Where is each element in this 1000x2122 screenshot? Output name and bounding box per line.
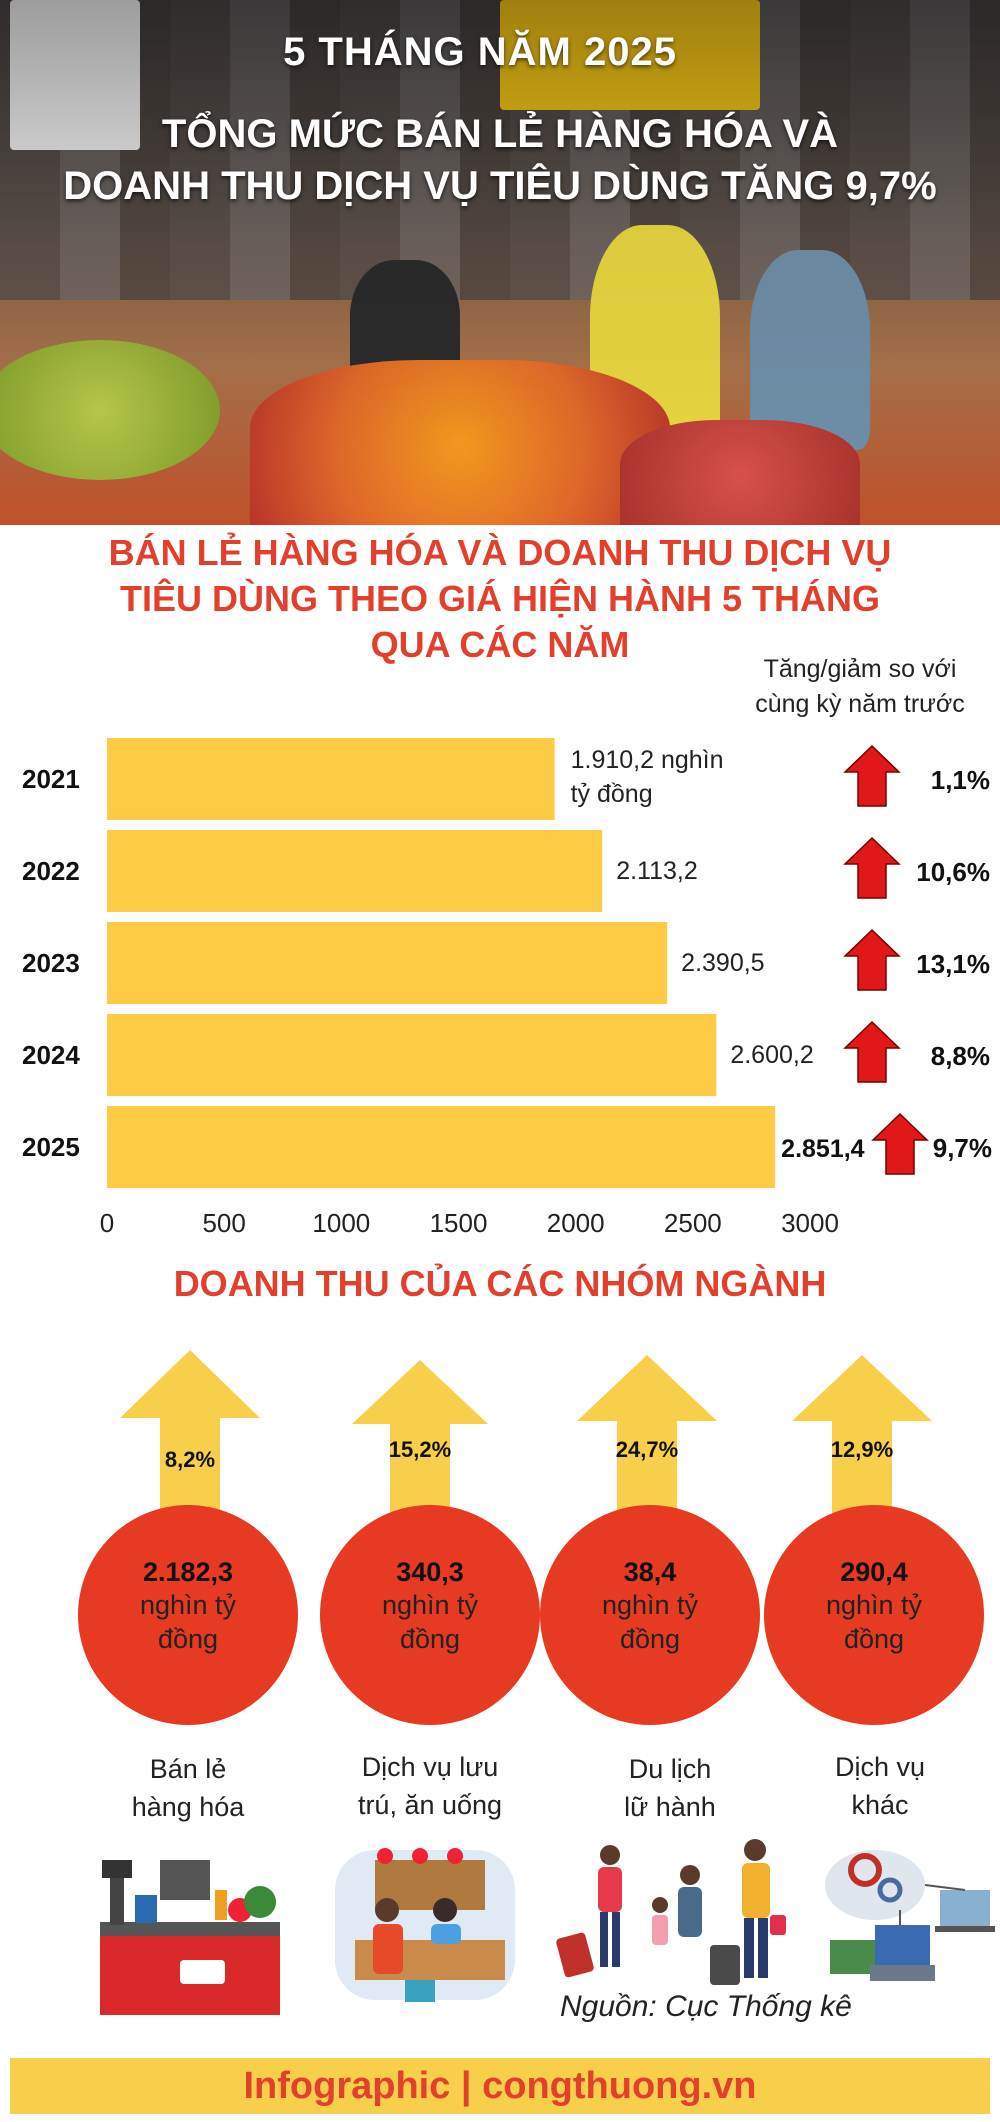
increase-arrow-icon [843, 744, 901, 807]
group-label: Dịch vụ khác [770, 1748, 990, 1824]
melon-pile [0, 340, 220, 480]
change-pct-label: 9,7% [933, 1133, 992, 1163]
value-label: 1.910,2 nghìn [571, 746, 724, 774]
group-value: 2.182,3 [142, 1557, 234, 1587]
group-unit: nghìn tỷ [381, 1590, 479, 1620]
category-label: 2022 [22, 856, 80, 886]
category-label: 2025 [22, 1132, 80, 1162]
group-unit: nghìn tỷ [825, 1590, 923, 1620]
increase-arrow-icon [352, 1360, 488, 1515]
value-label: tỷ đồng [571, 780, 653, 808]
increase-arrow-icon [577, 1355, 717, 1515]
x-tick-label: 1000 [312, 1208, 370, 1238]
x-tick-label: 500 [202, 1208, 245, 1238]
value-label: 2.851,4 [781, 1135, 865, 1163]
category-label: 2024 [22, 1040, 80, 1070]
group-label-line1: Dịch vụ [834, 1752, 926, 1782]
cloud-services-icon [825, 1850, 995, 1981]
group-label-line2: hàng hóa [131, 1792, 245, 1822]
hero-overlay [0, 0, 1000, 525]
category-label: 2021 [22, 764, 80, 794]
bar-chart: 2021 1.910,2 nghìn tỷ đồng 1,1% 2022 2.113,2 1… [22, 738, 992, 1238]
footer-banner: Infographic | congthuong.vn [10, 2058, 990, 2114]
group-unit: đồng [843, 1624, 905, 1654]
category-label: 2023 [22, 948, 80, 978]
change-pct-label: 13,1% [916, 949, 990, 979]
group-label-line2: khác [851, 1790, 909, 1820]
group-value-circle: 340,3 nghìn tỷ đồng [320, 1505, 540, 1725]
increase-arrow-icon [843, 1020, 901, 1083]
group-value-circle: 290,4 nghìn tỷ đồng [764, 1505, 984, 1725]
group-label-line1: Bán lẻ [149, 1754, 227, 1784]
group-value: 38,4 [623, 1557, 677, 1587]
chart-title-line1: BÁN LẺ HÀNG HÓA VÀ DOANH THU DỊCH VỤ [108, 532, 892, 573]
bar [107, 830, 603, 912]
x-tick-label: 2500 [664, 1208, 722, 1238]
group-unit: đồng [399, 1624, 461, 1654]
bar [107, 922, 668, 1004]
group-label: Dịch vụ lưu trú, ăn uống [320, 1748, 540, 1824]
group-value-circle: 38,4 nghìn tỷ đồng [540, 1505, 760, 1725]
source-note: Nguồn: Cục Thống kê [560, 1990, 852, 2023]
group-value-circle: 2.182,3 nghìn tỷ đồng [78, 1505, 298, 1725]
group-value: 290,4 [840, 1557, 908, 1587]
group-unit: đồng [157, 1624, 219, 1654]
group-label: Bán lẻ hàng hóa [78, 1750, 298, 1826]
shopper-figure [750, 250, 870, 450]
change-pct-label: 1,1% [931, 765, 990, 795]
value-label: 2.390,5 [681, 949, 764, 977]
group-pct: 15,2% [388, 1437, 452, 1462]
group-unit: đồng [619, 1624, 681, 1654]
value-label: 2.600,2 [730, 1041, 813, 1069]
x-tick-label: 1500 [430, 1208, 488, 1238]
change-header-line1: Tăng/giảm so với [763, 655, 957, 683]
group-unit: nghìn tỷ [139, 1590, 237, 1620]
chart-title-line3: QUA CÁC NĂM [370, 624, 630, 665]
increase-arrow-icon [871, 1112, 929, 1175]
chart-title-line2: TIÊU DÙNG THEO GIÁ HIỆN HÀNH 5 THÁNG [119, 578, 881, 619]
fruit-display [250, 360, 670, 525]
price-sign [10, 0, 140, 150]
increase-arrow-icon [843, 928, 901, 991]
group-pct: 12,9% [830, 1437, 894, 1462]
hero-headline-line2: DOANH THU DỊCH VỤ TIÊU DÙNG TĂNG 9,7% [63, 164, 937, 208]
groups-title: DOANH THU CỦA CÁC NHÓM NGÀNH [173, 1263, 827, 1304]
x-tick-label: 3000 [781, 1208, 839, 1238]
footer-text: Infographic | congthuong.vn [243, 2065, 757, 2107]
group-unit: nghìn tỷ [601, 1590, 699, 1620]
value-label: 2.113,2 [616, 857, 698, 885]
group-pct: 24,7% [615, 1437, 679, 1462]
change-header: Tăng/giảm so với cùng kỳ năm trước [720, 652, 1000, 722]
change-pct-label: 10,6% [916, 857, 990, 887]
x-tick-label: 2000 [547, 1208, 605, 1238]
chart-title: BÁN LẺ HÀNG HÓA VÀ DOANH THU DỊCH VỤ TIÊ… [0, 530, 1000, 668]
bar [107, 1014, 717, 1096]
hero-headline: TỔNG MỨC BÁN LẺ HÀNG HÓA VÀ DOANH THU DỊ… [0, 108, 1000, 212]
hero-photo: 5 THÁNG NĂM 2025 TỔNG MỨC BÁN LẺ HÀNG HÓ… [0, 0, 1000, 525]
change-pct-label: 8,8% [931, 1041, 990, 1071]
x-tick-label: 0 [100, 1208, 114, 1238]
group-label-line1: Dịch vụ lưu [361, 1752, 499, 1782]
hotel-reception-icon [335, 1848, 515, 2002]
travelers-icon [556, 1839, 786, 1985]
group-label: Du lịch lữ hành [560, 1750, 780, 1826]
group-value: 340,3 [396, 1557, 464, 1587]
group-label-line2: trú, ăn uống [357, 1790, 503, 1820]
change-header-line2: cùng kỳ năm trước [755, 690, 965, 718]
bar [107, 738, 555, 820]
group-label-line1: Du lịch [628, 1754, 712, 1784]
price-sign [500, 0, 760, 110]
increase-arrow-icon [843, 836, 901, 899]
hero-period: 5 THÁNG NĂM 2025 [283, 30, 677, 74]
increase-arrow-icon [792, 1355, 932, 1515]
hero-headline-line1: TỔNG MỨC BÁN LẺ HÀNG HÓA VÀ [161, 112, 839, 156]
increase-arrow-icon [120, 1350, 260, 1515]
bar [107, 1106, 776, 1188]
group-label-line2: lữ hành [624, 1792, 716, 1822]
apple-display [620, 420, 860, 525]
group-pct: 8,2% [164, 1447, 216, 1472]
cash-register-icon [100, 1860, 280, 2015]
